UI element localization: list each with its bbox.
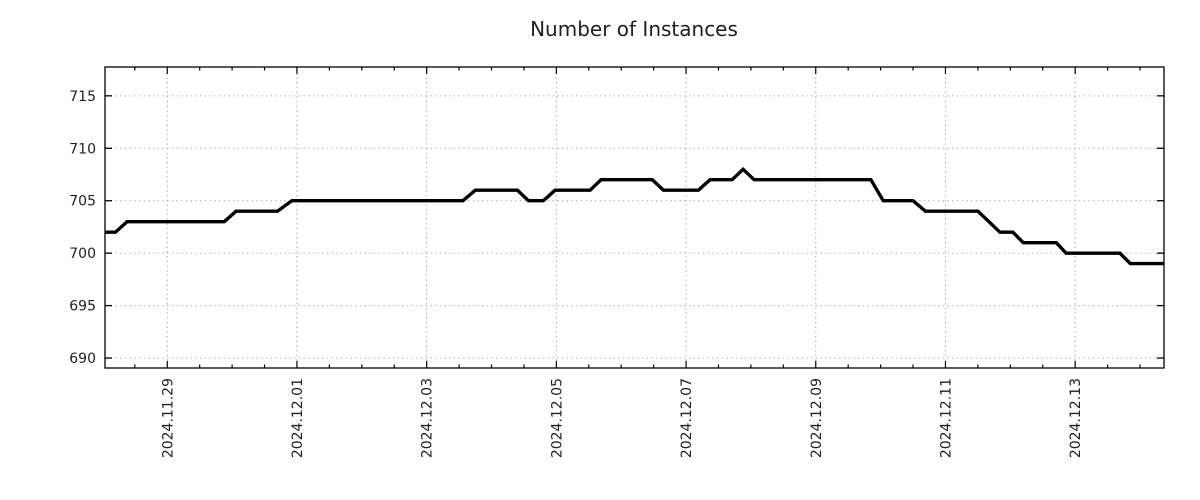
x-tick-label: 2024.12.01 [290, 378, 306, 458]
x-tick-label: 2024.12.11 [938, 378, 954, 458]
x-tick-label: 2024.12.13 [1068, 378, 1084, 458]
y-tick-label: 710 [69, 141, 96, 157]
x-tick-label: 2024.12.07 [679, 378, 695, 458]
y-tick-label: 695 [69, 299, 96, 315]
plot-frame [104, 66, 1165, 369]
x-tick-label: 2024.12.05 [549, 378, 565, 458]
series-line-instances [105, 166, 1164, 266]
y-tick-label: 705 [69, 194, 96, 210]
y-tick-label: 690 [69, 351, 96, 367]
y-tick-label: 715 [69, 89, 96, 105]
x-tick-label: 2024.12.03 [420, 378, 436, 458]
chart-title: Number of Instances [530, 17, 738, 41]
x-tick-label: 2024.12.09 [809, 378, 825, 458]
x-tick-label: 2024.11.29 [160, 378, 176, 458]
y-tick-label: 700 [69, 246, 96, 262]
